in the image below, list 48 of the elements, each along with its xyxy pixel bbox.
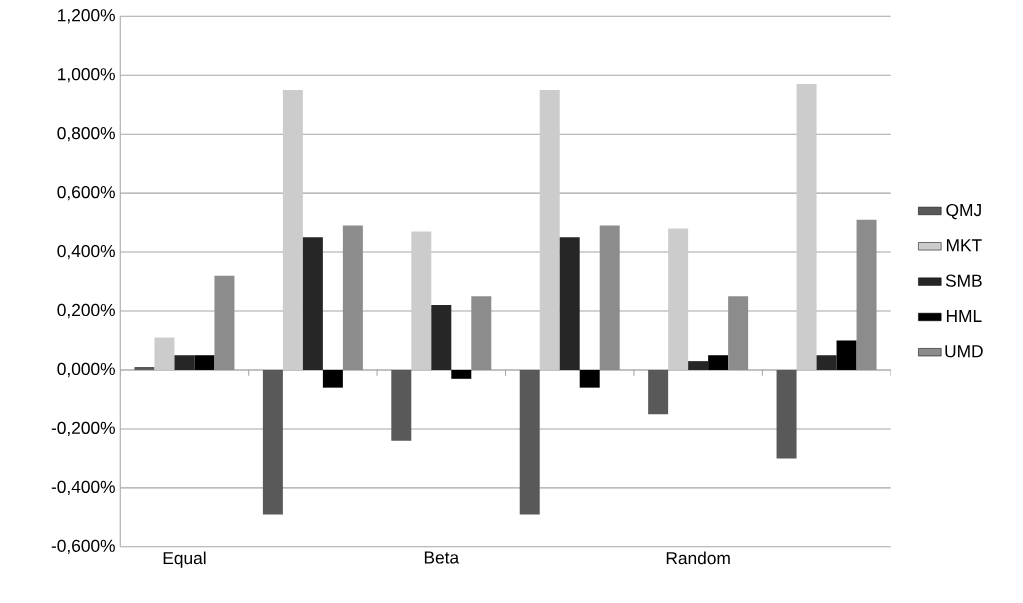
bar [282,89,303,370]
bar [262,369,283,515]
bar [471,296,492,370]
bar [322,369,343,388]
bar [688,361,709,370]
y-tick-label: -0,400% [51,480,115,495]
legend-label: HML [946,309,982,322]
bar [134,366,155,370]
y-tick-label: 0,400% [57,244,115,260]
bar [451,369,472,379]
bar [214,275,235,370]
y-tick-label: -0,200% [51,421,115,437]
legend-label: MKT [946,239,982,252]
y-tick-label: 1,200% [58,9,115,24]
bar [599,225,620,370]
bar [194,355,215,370]
bar [816,355,837,370]
bar [796,84,817,370]
bar [342,225,363,370]
bar [174,355,195,370]
bar [559,237,580,370]
bar [708,355,729,370]
y-tick-label: -0,600% [51,539,115,554]
bar [648,369,669,415]
bar [579,369,600,388]
legend-label: SMB [945,274,982,287]
x-tick-label: Random [666,551,730,565]
bar [539,89,560,370]
y-tick-label: 0,000% [57,362,115,378]
x-tick-label: Equal [163,551,206,568]
legend-label: UMD [945,345,983,358]
y-tick-label: 0,800% [57,126,115,142]
bar [776,369,797,459]
bar [519,369,540,515]
bar [302,237,323,370]
bar [728,296,749,370]
bar [154,337,175,370]
legend-label: QMJ [946,203,981,220]
bar [836,340,857,370]
y-tick-label: 1,000% [58,68,115,83]
bar [856,219,877,370]
bar [391,369,412,441]
x-tick-label: Beta [424,551,460,564]
y-tick-label: 0,600% [57,185,115,201]
y-tick-label: 0,200% [57,303,115,319]
bar [668,228,689,370]
bar [431,305,452,370]
bar [411,231,432,370]
